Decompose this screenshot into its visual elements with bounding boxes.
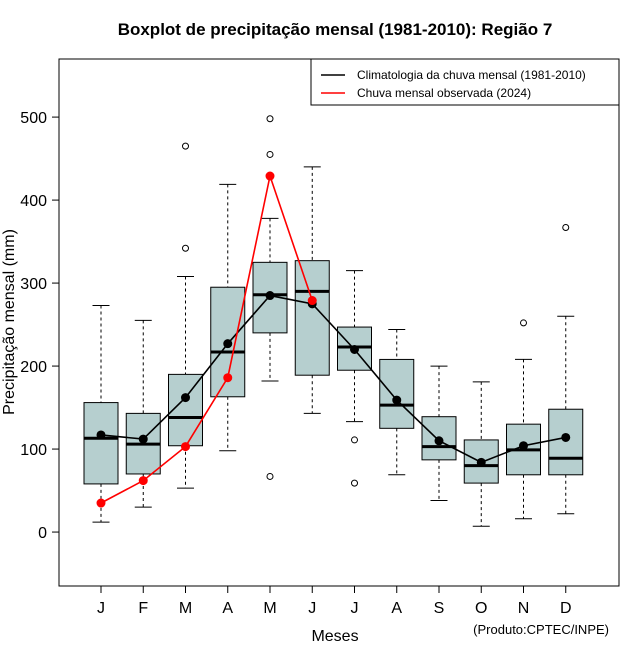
outlier-point [266,472,274,480]
x-tick-label: O [475,600,487,617]
x-tick-label: N [518,600,530,617]
outlier-point [182,142,189,150]
series-line-1 [100,294,566,464]
box-iqr [83,402,119,485]
box-month-1 [83,304,119,523]
box-month-11 [506,319,541,520]
box-iqr [168,373,203,447]
box-month-8 [379,329,415,476]
box-month-10 [463,381,499,527]
outlier-point [266,150,274,158]
x-axis-label: Meses [311,628,358,645]
outlier-point [351,479,358,487]
box-month-12 [548,223,584,515]
box-month-2 [125,319,161,508]
series-point-2 [223,373,233,383]
box-iqr [294,260,330,376]
y-axis: 0 100 200 300 400 500 [20,110,59,542]
outlier-point [182,244,189,252]
x-tick-label: S [434,600,445,617]
chart-title: Boxplot de precipitação mensal (1981-201… [118,20,553,39]
x-tick-label: A [222,600,233,617]
series-point-1 [519,441,528,451]
series-point-2 [265,171,275,181]
box-iqr [463,439,499,484]
legend-label-observed: Chuva mensal observada (2024) [357,86,531,100]
legend-box [310,58,620,106]
legend-label-climatology: Climatologia da chuva mensal (1981-2010) [357,68,586,82]
y-tick-label: 100 [20,442,47,459]
box-month-7 [337,270,372,487]
y-tick-label: 500 [20,110,47,127]
box-iqr [379,358,415,429]
y-tick-label: 200 [20,359,47,376]
box-month-3 [168,142,203,489]
series-point-1 [476,457,486,467]
box-month-6 [294,166,330,414]
outlier-point [351,436,358,444]
x-tick-label: M [179,600,192,617]
series-point-2 [307,296,317,306]
series-lines-layer [96,171,571,508]
outlier-point [520,319,527,327]
y-tick-label: 300 [20,276,47,293]
series-point-1 [350,344,359,354]
legend: Climatologia da chuva mensal (1981-2010)… [310,58,620,106]
product-credit: (Produto:CPTEC/INPE) [473,622,609,637]
boxes-layer [83,115,584,527]
x-tick-label: D [560,600,572,617]
series-point-1 [434,436,444,446]
series-point-1 [392,395,402,405]
y-axis-label: Precipitação mensal (mm) [1,229,18,415]
series-point-2 [96,498,106,508]
outlier-point [562,223,570,231]
series-point-2 [138,476,148,486]
x-tick-label: J [351,600,359,617]
y-tick-label: 0 [38,525,47,542]
x-tick-label: F [138,600,148,617]
series-point-1 [181,393,190,403]
series-point-1 [96,430,106,440]
box-month-9 [421,365,457,502]
x-tick-label: J [308,600,316,617]
x-tick-label: J [97,600,105,617]
y-tick-label: 400 [20,193,47,210]
series-point-1 [223,339,233,349]
x-tick-label: A [391,600,402,617]
series-point-1 [561,432,571,442]
series-line-2 [100,172,314,504]
series-point-2 [181,442,190,452]
x-tick-label: M [263,600,276,617]
box-iqr [548,408,584,476]
outlier-point [266,115,274,123]
series-point-1 [265,291,275,301]
series-point-1 [138,434,148,444]
